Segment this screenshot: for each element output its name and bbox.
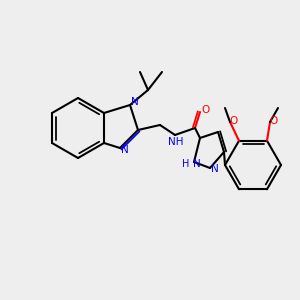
Text: NH: NH — [168, 137, 184, 147]
Text: O: O — [230, 116, 238, 126]
Text: O: O — [201, 105, 209, 115]
Text: O: O — [270, 116, 278, 126]
Text: N: N — [131, 97, 139, 107]
Text: N: N — [193, 159, 201, 169]
Text: H: H — [182, 159, 190, 169]
Text: N: N — [211, 164, 219, 174]
Text: N: N — [121, 145, 129, 155]
